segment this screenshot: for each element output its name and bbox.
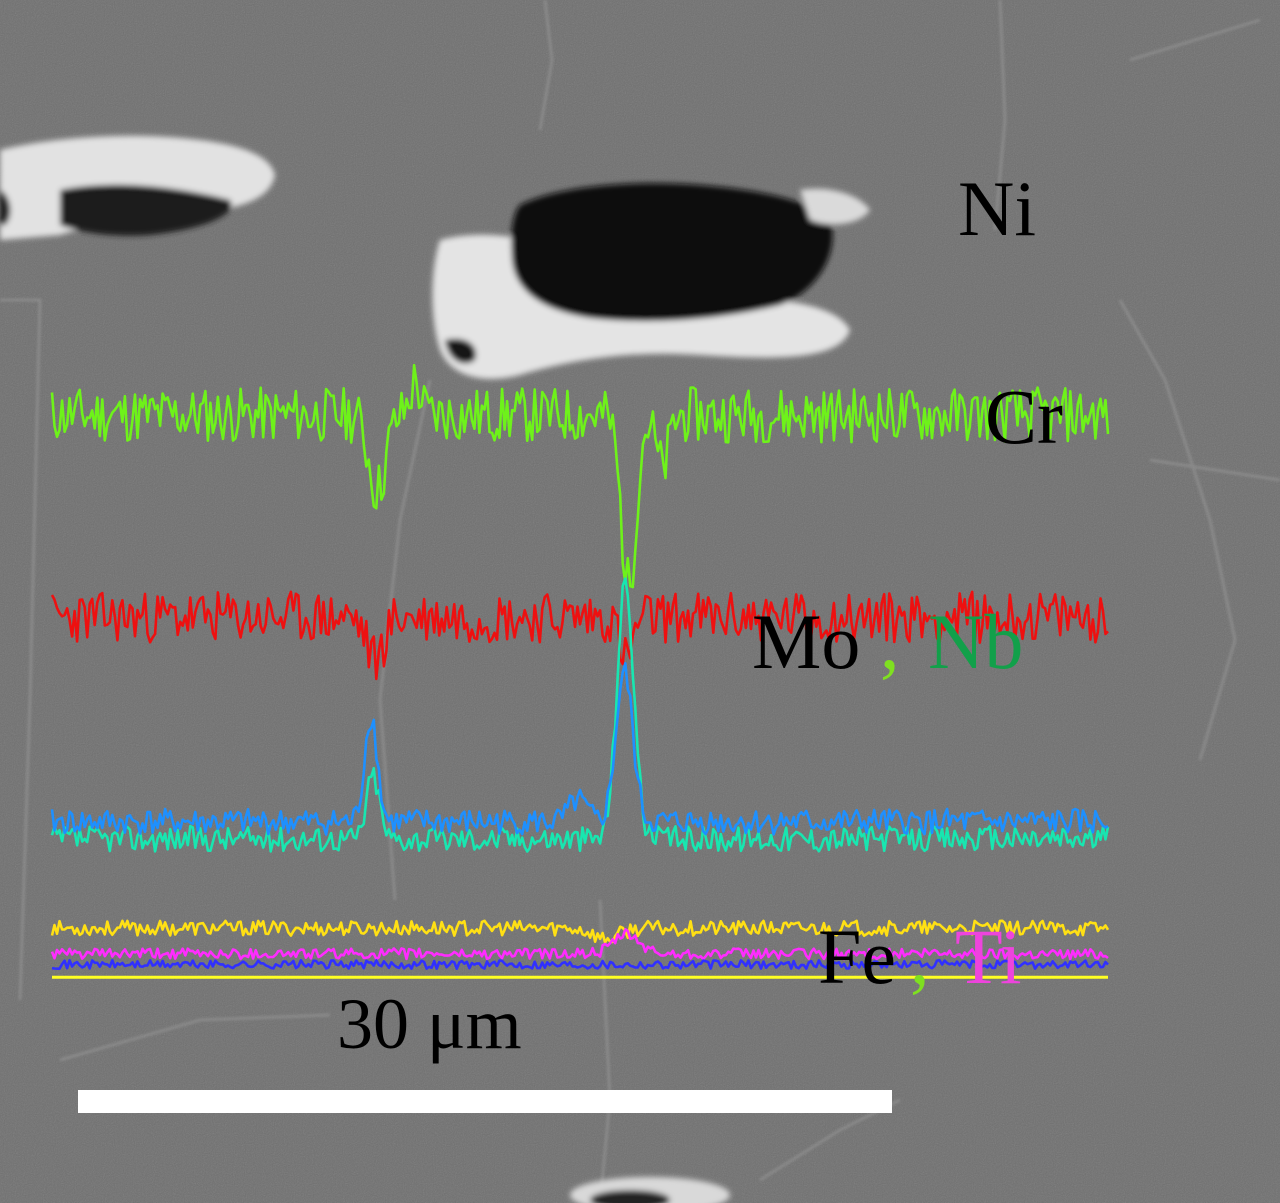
- fe-label: Fe: [818, 913, 896, 1000]
- linescan-traces: [50, 363, 1110, 979]
- ni-series-line: [50, 363, 1110, 589]
- mo-series-line: [50, 661, 1109, 836]
- scale-bar-line: [78, 1090, 892, 1113]
- fe-ti-separator: ,: [910, 913, 930, 1000]
- ti-label: Ti: [955, 913, 1022, 1000]
- element-labels: Ni Cr Mo , Nb Fe , Ti: [752, 165, 1063, 1000]
- nb-label: Nb: [928, 598, 1023, 685]
- ti-series-line: [50, 928, 1109, 961]
- scale-bar: 30 μm: [78, 984, 892, 1113]
- ni-label: Ni: [958, 165, 1036, 252]
- scale-bar-label: 30 μm: [337, 984, 522, 1064]
- mo-label: Mo: [752, 598, 860, 685]
- mo-nb-separator: ,: [880, 598, 900, 685]
- cr-label: Cr: [985, 373, 1063, 460]
- fe-series-line: [50, 919, 1110, 944]
- cr-series-line: [50, 590, 1109, 681]
- trace-6-series-line: [51, 958, 1109, 971]
